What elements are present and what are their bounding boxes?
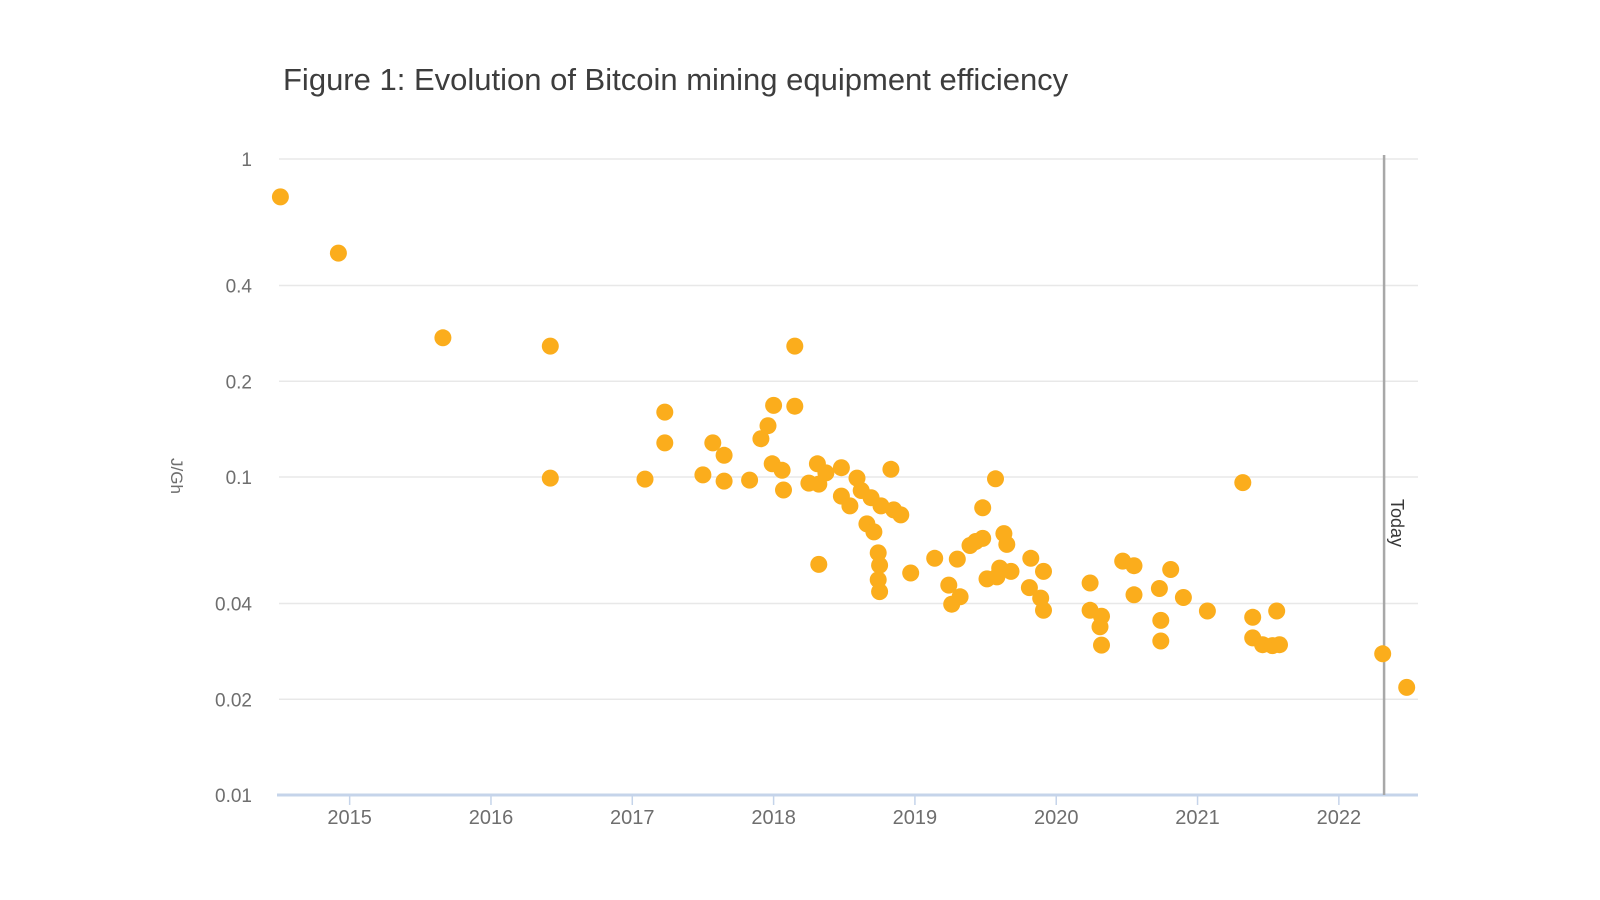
data-point [1150,580,1168,597]
x-tick-label: 2021 [1175,807,1220,829]
data-point [1152,632,1170,650]
data-point [1093,636,1110,654]
data-point [974,529,992,547]
y-tick-label: 0.1 [226,468,252,489]
y-tick-label: 0.2 [226,372,252,393]
data-point [1125,557,1143,575]
data-point [817,464,835,482]
data-point [871,583,889,601]
data-point [1398,678,1416,696]
data-point [1271,636,1288,654]
data-point [1081,574,1099,592]
data-point [869,544,887,562]
today-label: Today [1387,499,1407,547]
data-point [832,459,850,477]
x-tick-label: 2017 [610,807,655,829]
data-point [902,564,920,582]
data-point [882,460,900,478]
data-point [1162,561,1180,578]
data-point [1152,611,1170,629]
data-point [841,497,859,515]
data-point [1244,608,1262,626]
data-point [786,397,804,415]
x-tick-label: 2018 [751,807,796,829]
data-point [541,337,559,355]
data-point [1020,579,1038,597]
y-tick-label: 0.02 [215,690,252,711]
data-point [1035,562,1052,580]
data-point [704,434,722,452]
data-point [1002,562,1020,580]
figure-title: Figure 1: Evolution of Bitcoin mining eq… [283,62,1069,97]
data-point [741,471,759,489]
x-tick-label: 2016 [469,807,514,829]
data-point [871,556,889,574]
y-axis-label: J/Gh [167,458,186,494]
data-point [541,469,559,487]
data-point [694,466,712,484]
data-point [940,576,958,594]
data-point [865,523,883,541]
data-point [765,396,783,414]
data-point [974,499,992,517]
data-point [752,430,770,448]
data-point [773,461,791,479]
data-point [786,337,804,355]
data-point [1022,549,1040,567]
x-tick-label: 2019 [893,807,938,829]
data-point [810,555,828,573]
data-point [636,470,654,488]
data-point [1374,645,1392,663]
data-point [1234,474,1252,492]
data-point [1268,602,1286,620]
x-tick-label: 2020 [1034,807,1079,829]
data-point [271,188,289,206]
data-point [759,417,777,435]
data-point [715,446,733,464]
data-point [998,535,1016,553]
data-point [892,506,910,524]
data-point [329,244,347,262]
data-point [1035,601,1052,619]
data-point [434,329,452,347]
y-tick-label: 0.4 [226,277,253,298]
data-point [1125,586,1143,604]
data-point [926,549,944,567]
y-tick-label: 0.01 [215,786,252,807]
data-point [951,588,969,606]
data-point [715,472,733,490]
data-point [987,470,1004,488]
data-point [656,403,674,421]
data-point [656,434,674,452]
data-point [1174,589,1192,606]
data-point [775,481,792,499]
y-tick-label: 1 [241,150,252,171]
x-tick-label: 2015 [327,807,372,829]
x-tick-label: 2022 [1317,807,1362,829]
data-point [1091,618,1109,636]
y-tick-label: 0.04 [215,595,252,616]
data-point [1198,602,1216,620]
data-point [948,550,966,568]
